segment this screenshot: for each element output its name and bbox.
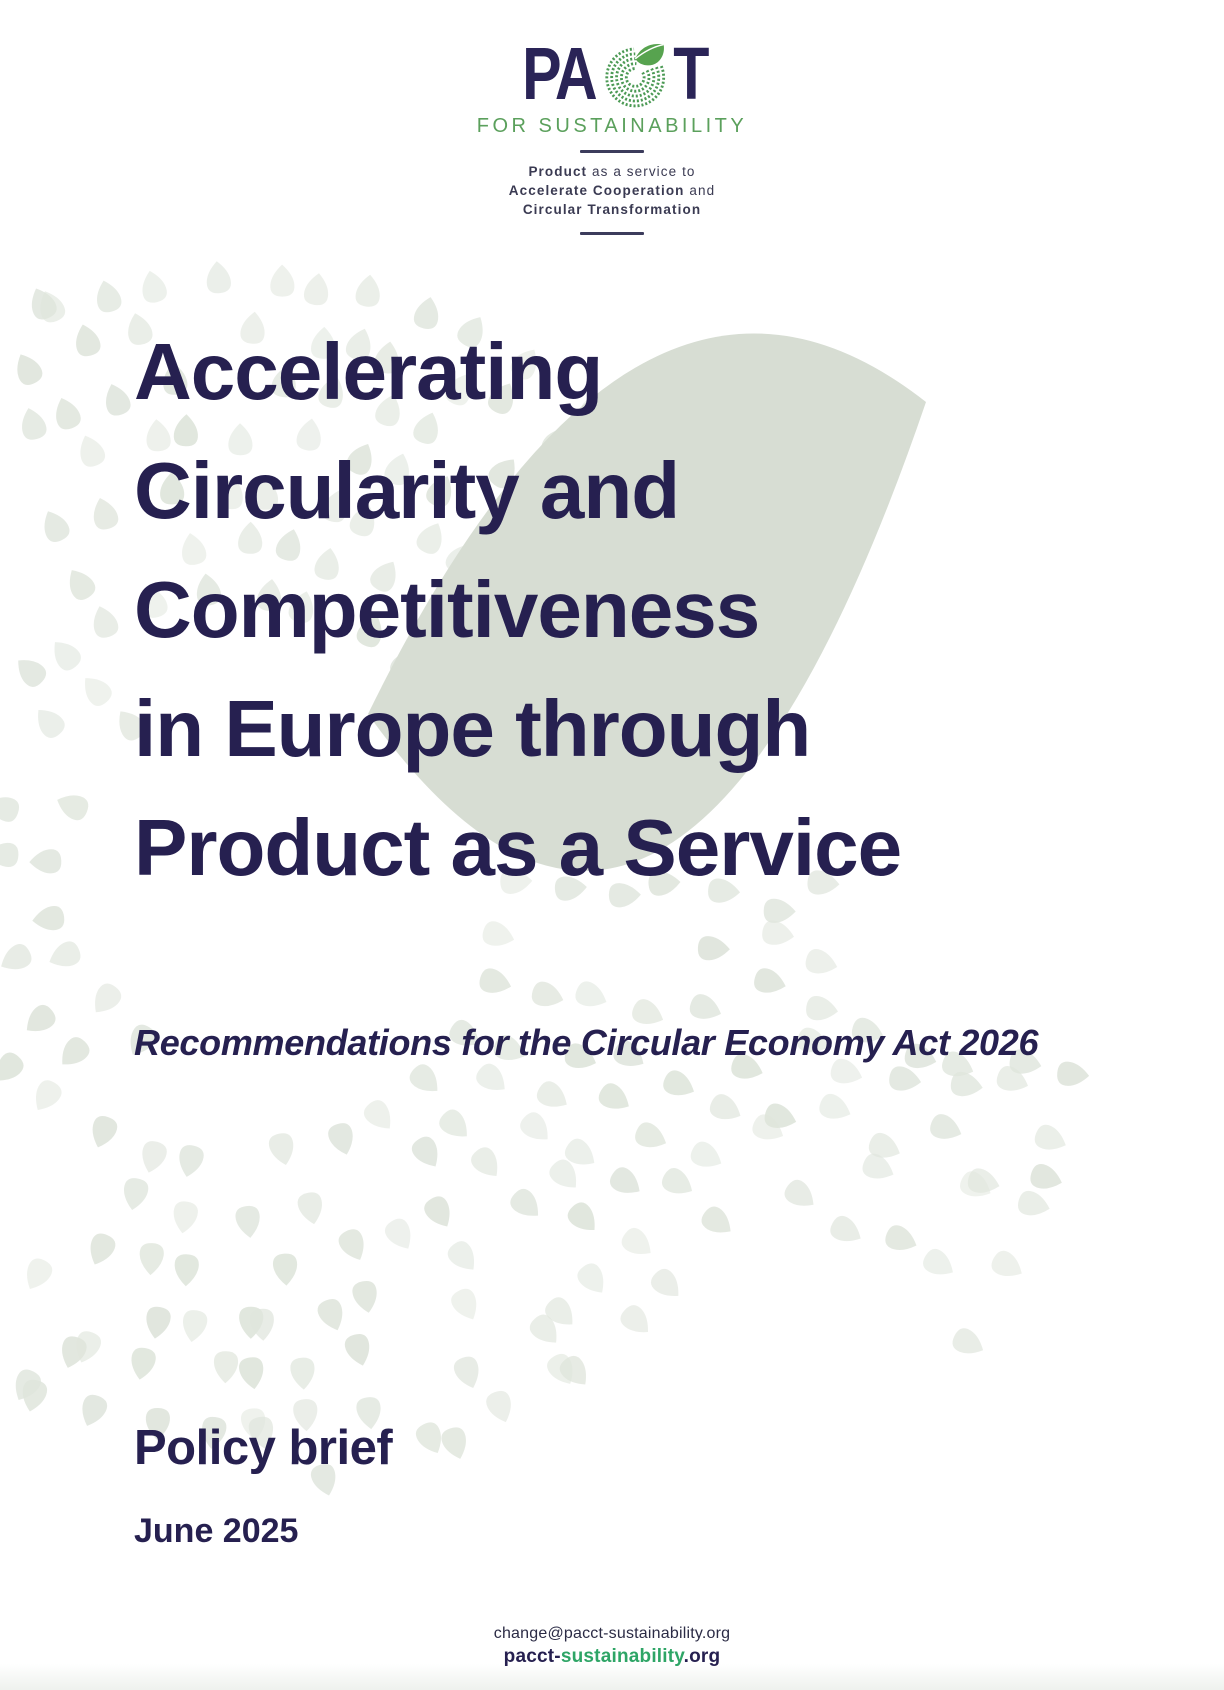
pact-wordmark: PA T (513, 32, 711, 115)
document-type-label: Policy brief (134, 1421, 393, 1475)
wordmark-letter-t: T (672, 32, 709, 115)
leaf-shape (368, 333, 926, 871)
website-link[interactable]: pacct-sustainability.org (0, 1646, 1224, 1668)
title-line: Circularity and (134, 446, 680, 535)
wordmark-letters-pa: PA (522, 32, 597, 115)
mission-line: Accelerate Cooperation and (508, 183, 716, 198)
mission-line: Circular Transformation (522, 202, 702, 217)
page-title: Accelerating Circularity and Competitive… (134, 312, 1134, 907)
publication-date: June 2025 (134, 1512, 299, 1550)
title-line: Accelerating (134, 327, 603, 416)
leaf-stem (634, 43, 664, 60)
circular-c-icon (604, 43, 665, 108)
website-highlight: sustainability (560, 1646, 684, 1667)
contact-email-link[interactable]: change@pacct-sustainability.org (493, 1625, 731, 1642)
mission-line: Product as a service to (528, 164, 696, 179)
divider-line (580, 150, 644, 153)
leaf-icon (634, 43, 664, 66)
title-line: Competitiveness (134, 565, 760, 654)
pact-logo: PA T FOR SUSTAINABILITY Product as a ser… (0, 32, 1224, 235)
droplet-dots-pattern (0, 261, 1090, 1496)
subtitle: Recommendations for the Circular Economy… (134, 1022, 1039, 1063)
logo-subtitle: FOR SUSTAINABILITY (476, 115, 748, 137)
logo-mission-statement: Product as a service to Accelerate Coope… (509, 162, 715, 219)
title-line: Product as a Service (134, 803, 902, 892)
divider-line (580, 232, 644, 235)
website-suffix: .org (683, 1646, 721, 1667)
title-line: in Europe through (134, 684, 811, 773)
website-prefix: pacct- (503, 1646, 561, 1667)
footer: change@pacct-sustainability.org pacct-su… (0, 1625, 1224, 1668)
